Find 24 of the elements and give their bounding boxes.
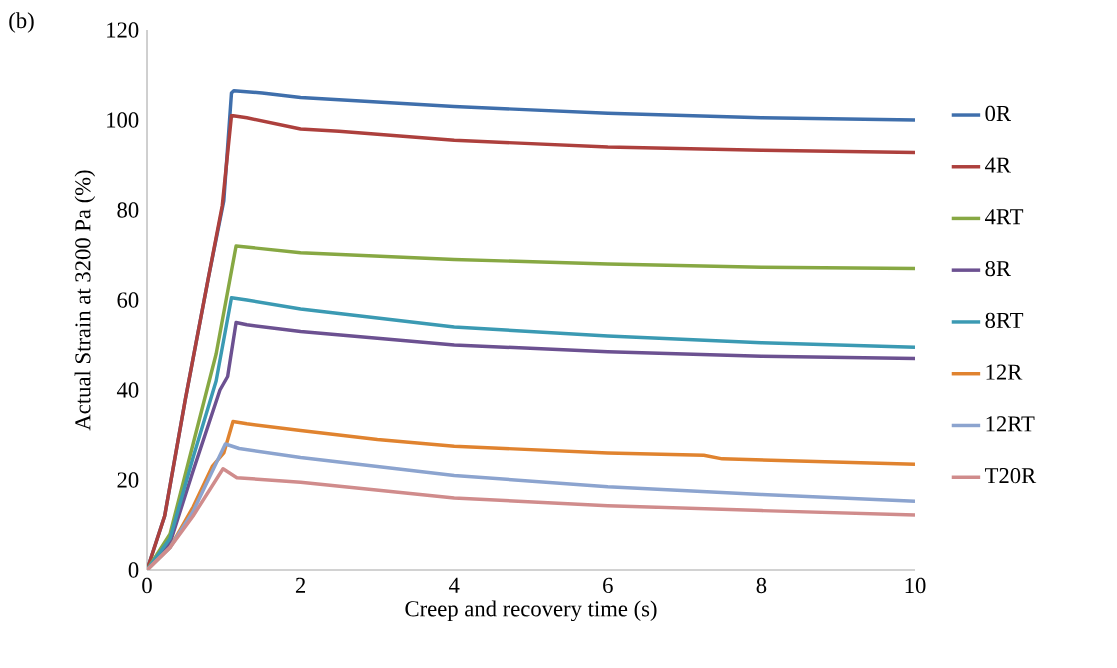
y-tick-label: 80: [117, 202, 139, 218]
y-tick-label: 120: [107, 22, 139, 38]
y-tick-label: 0: [128, 562, 139, 578]
legend-label: T20R: [985, 468, 1037, 484]
x-axis-title: Creep and recovery time (s): [405, 600, 657, 622]
legend-label: 0R: [985, 105, 1011, 122]
x-tick-label: 2: [295, 577, 306, 593]
legend-label: 8R: [985, 260, 1011, 277]
x-tick-label: 4: [448, 577, 460, 593]
y-tick-label: 60: [117, 292, 139, 308]
x-tick-label: 10: [905, 577, 926, 594]
legend-label: 8RT: [985, 312, 1024, 329]
y-tick-label: 40: [116, 382, 139, 398]
legend-label: 4RT: [985, 209, 1024, 225]
x-tick-label: 0: [142, 577, 152, 594]
legend-label: 4R: [985, 157, 1011, 173]
legend-label: 12RT: [986, 416, 1035, 432]
x-tick-label: 8: [756, 577, 767, 594]
legend-label: 12R: [986, 364, 1023, 380]
x-tick-label: 6: [603, 577, 613, 594]
y-axis-title: Actual Strain at 3200 Pa (%): [74, 170, 96, 431]
text: (b): [9, 12, 34, 33]
y-tick-label: 100: [107, 112, 139, 128]
y-tick-label: 20: [117, 472, 139, 488]
